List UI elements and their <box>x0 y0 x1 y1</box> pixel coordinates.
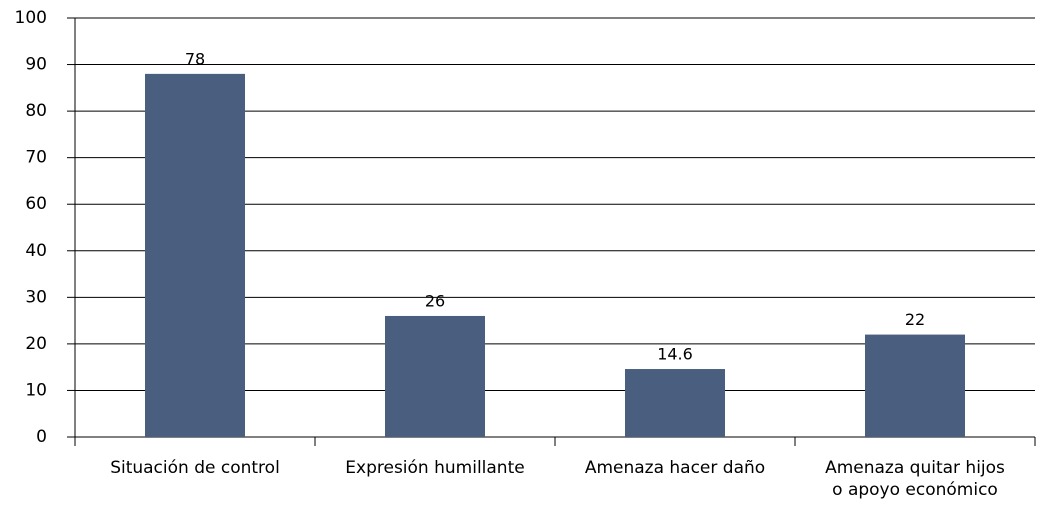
y-tick-label: 90 <box>25 55 47 75</box>
data-label: 14.6 <box>657 345 693 364</box>
x-tick-label: Expresión humillante <box>345 458 525 478</box>
y-tick-label: 30 <box>25 287 47 307</box>
y-tick-label: 100 <box>15 8 47 28</box>
y-tick-label: 70 <box>25 148 47 168</box>
x-tick-label: Amenaza hacer daño <box>584 458 766 478</box>
bar <box>385 315 485 437</box>
data-label: 22 <box>905 310 925 329</box>
data-label: 78 <box>185 49 205 68</box>
data-label: 26 <box>425 291 445 310</box>
bar <box>625 369 725 437</box>
y-tick-label: 60 <box>25 194 47 214</box>
bar <box>865 334 965 437</box>
y-tick-label: 40 <box>25 241 47 261</box>
y-tick-label: 80 <box>25 101 47 121</box>
x-tick-label: Amenaza quitar hijos o apoyo económico <box>825 458 1005 500</box>
y-tick-label: 20 <box>25 334 47 354</box>
bar <box>145 73 245 437</box>
y-tick-label: 0 <box>36 427 47 447</box>
y-tick-label: 10 <box>25 380 47 400</box>
x-tick-label: Situación de control <box>110 458 280 478</box>
